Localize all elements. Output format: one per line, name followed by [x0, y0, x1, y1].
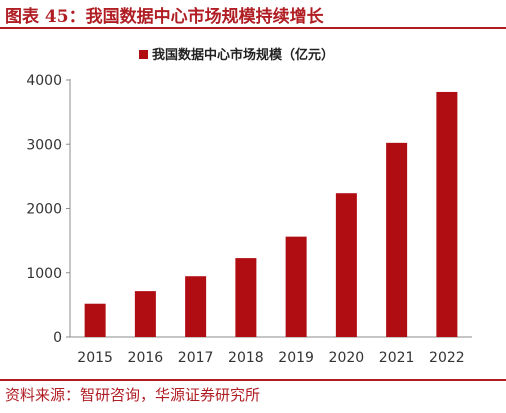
x-tick-label: 2016 [128, 350, 164, 366]
bar-2019 [285, 236, 307, 337]
bar-2015 [84, 303, 106, 337]
bar-2022 [436, 91, 458, 337]
figure-title: 图表 45：我国数据中心市场规模持续增长 [5, 7, 324, 27]
legend-swatch [139, 50, 148, 59]
x-tick-label: 2019 [278, 350, 314, 366]
y-tick-label: 3000 [26, 137, 62, 153]
y-tick-label: 2000 [26, 202, 62, 218]
bar-2021 [386, 142, 408, 337]
bar-2016 [134, 291, 156, 337]
y-tick-label: 4000 [26, 73, 62, 89]
source-note: 资料来源：智研咨询，华源证券研究所 [5, 386, 261, 404]
x-tick-label: 2020 [329, 350, 365, 366]
bar-2018 [235, 258, 257, 337]
x-tick-label: 2015 [77, 350, 113, 366]
x-tick-label: 2022 [429, 350, 465, 366]
source-divider [0, 379, 506, 381]
y-tick-label: 1000 [26, 266, 62, 282]
x-tick-label: 2017 [178, 350, 214, 366]
y-tick-label: 0 [53, 330, 62, 346]
legend-label: 我国数据中心市场规模（亿元） [152, 47, 334, 63]
title-divider [0, 27, 506, 29]
x-tick-label: 2021 [379, 350, 415, 366]
bar-2017 [185, 276, 207, 337]
x-tick-label: 2018 [228, 350, 264, 366]
bar-2020 [335, 193, 357, 337]
